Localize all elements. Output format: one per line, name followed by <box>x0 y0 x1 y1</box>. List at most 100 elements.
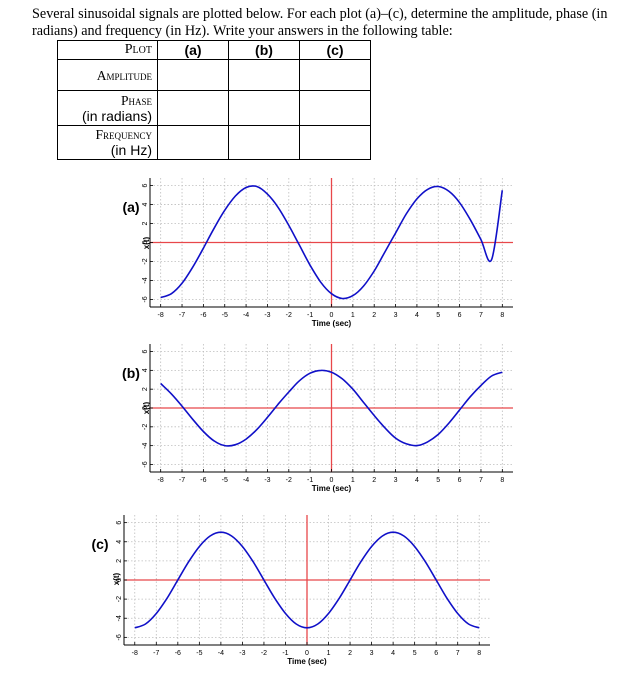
plot-b-x-tick-label: 4 <box>415 477 419 484</box>
plot-c-x-tick-label: 7 <box>456 650 460 657</box>
phase-row: Phase (in radians) <box>57 90 371 126</box>
plot-a-x-tick-label: 2 <box>372 312 376 319</box>
plot-c-x-tick-label: -6 <box>175 650 181 657</box>
plot-b-x-tick-label: -8 <box>158 477 164 484</box>
frequency-label: Frequency <box>95 127 152 142</box>
plot-c-signal-line <box>134 531 480 629</box>
plot-c-x-tick-label: -8 <box>132 650 138 657</box>
plot-c-y-tick-label: 0 <box>116 578 123 582</box>
plot-b-ylabel: x(t) <box>142 401 151 414</box>
answer-table: Plot (a) (b) (c) Amplitude Phase (in rad… <box>57 40 371 160</box>
plot-c-y-tick-label: 2 <box>116 559 123 563</box>
plot-c-xlabel: Time (sec) <box>287 657 327 666</box>
phase-label: Phase <box>120 92 152 108</box>
plot-c-y-tick-label: -6 <box>116 634 123 640</box>
plot-a-x-tick-label: 8 <box>500 312 504 319</box>
plot-a-y-tick-label: -6 <box>142 296 149 302</box>
plot-b-x-tick-label: -4 <box>243 477 249 484</box>
plot-b-x-tick-label: -3 <box>264 477 270 484</box>
plot-a-x-tick-label: -1 <box>307 312 313 319</box>
plot-b-x-tick-label: 8 <box>500 477 504 484</box>
plot-a-x-tick-label: 0 <box>330 312 334 319</box>
plot-b-x-tick-label: -6 <box>200 477 206 484</box>
plot-a-x-tick-label: 7 <box>479 312 483 319</box>
plot-b-xlabel: Time (sec) <box>312 484 352 493</box>
plot-a-signal-line <box>160 185 504 300</box>
plot-c-x-tick-label: 1 <box>327 650 331 657</box>
answer-cell-b-amplitude[interactable] <box>228 59 300 91</box>
plot-a-x-tick-label: -3 <box>264 312 270 319</box>
plot-b-x-tick-label: -7 <box>179 477 185 484</box>
plot-a-x-tick-label: -5 <box>222 312 228 319</box>
frequency-unit: (in Hz) <box>110 142 152 158</box>
plot-b-x-tick-label: 6 <box>458 477 462 484</box>
phase-label-cell: Phase (in radians) <box>57 90 158 126</box>
plot-b-x-tick-label: 7 <box>479 477 483 484</box>
plot-c-x-tick-label: 5 <box>413 650 417 657</box>
plot-c-x-tick-label: 8 <box>477 650 481 657</box>
plot-a-y-tick-label: 4 <box>142 203 149 207</box>
plot-c-x-tick-label: 6 <box>434 650 438 657</box>
plot-a-ylabel: x(t) <box>142 236 151 249</box>
answer-cell-b-frequency[interactable] <box>228 125 300 160</box>
plot-a-x-tick-label: -2 <box>286 312 292 319</box>
plot-c-ylabel: x(t) <box>112 572 121 585</box>
plot-a-panel-label: (a) <box>122 199 139 215</box>
plot-a-x-tick-label: 6 <box>458 312 462 319</box>
amplitude-label: Amplitude <box>96 67 152 83</box>
answer-cell-c-phase[interactable] <box>299 90 371 126</box>
plot-b-x-tick-label: 0 <box>330 477 334 484</box>
plot-c-x-tick-label: -4 <box>218 650 224 657</box>
answer-cell-c-frequency[interactable] <box>299 125 371 160</box>
plot-b-x-tick-label: -5 <box>222 477 228 484</box>
plot-b-y-tick-label: -4 <box>142 442 149 448</box>
plot-c-x-tick-label: -5 <box>196 650 202 657</box>
plot-a-x-tick-label: -8 <box>158 312 164 319</box>
plot-a-x-tick-label: 1 <box>351 312 355 319</box>
plot-b-x-tick-label: 1 <box>351 477 355 484</box>
frequency-label-cell: Frequency (in Hz) <box>57 125 158 160</box>
plot-a-x-tick-label: 4 <box>415 312 419 319</box>
plot-a-x-tick-label: 5 <box>436 312 440 319</box>
plot-c-y-tick-label: -2 <box>116 596 123 602</box>
plot-a-y-tick-label: 2 <box>142 221 149 225</box>
plot-b-y-tick-label: -2 <box>142 424 149 430</box>
plot-b-y-tick-label: 0 <box>142 406 149 410</box>
plot-a-x-tick-label: 3 <box>394 312 398 319</box>
plot-c-x-tick-label: -7 <box>153 650 159 657</box>
plot-a-y-tick-label: -4 <box>142 277 149 283</box>
plot-c-x-tick-label: 2 <box>348 650 352 657</box>
plot-a-x-tick-label: -7 <box>179 312 185 319</box>
plot-c-x-tick-label: 0 <box>305 650 309 657</box>
plot-b-x-tick-label: 5 <box>436 477 440 484</box>
plot-a-x-tick-label: -6 <box>200 312 206 319</box>
plot-b-x-tick-label: -1 <box>307 477 313 484</box>
problem-statement: Several sinusoidal signals are plotted b… <box>32 6 608 39</box>
answer-cell-c-amplitude[interactable] <box>299 59 371 91</box>
plot-c-x-tick-label: -3 <box>239 650 245 657</box>
plot-b-x-tick-label: 3 <box>394 477 398 484</box>
plot-b-x-tick-label: 2 <box>372 477 376 484</box>
plot-c-y-tick-label: 6 <box>116 521 123 525</box>
plot-b-signal-line <box>160 369 503 447</box>
plot-b-y-tick-label: 4 <box>142 368 149 372</box>
plot-c-y-tick-label: -4 <box>116 615 123 621</box>
plot-b-y-tick-label: -6 <box>142 461 149 467</box>
plot-a-xlabel: Time (sec) <box>312 319 352 328</box>
plot-a-y-tick-label: -2 <box>142 258 149 264</box>
plot-c-x-tick-label: -1 <box>282 650 288 657</box>
plot-c-x-tick-label: 4 <box>391 650 395 657</box>
answer-cell-a-frequency[interactable] <box>157 125 229 160</box>
plot-a-x-tick-label: -4 <box>243 312 249 319</box>
frequency-row: Frequency (in Hz) <box>57 125 371 160</box>
plot-c-panel-label: (c) <box>91 536 108 552</box>
plot-a-y-tick-label: 6 <box>142 184 149 188</box>
plot-c-x-tick-label: -2 <box>261 650 267 657</box>
plot-b-x-tick-label: -2 <box>286 477 292 484</box>
phase-unit: (in radians) <box>81 107 152 124</box>
plot-b-panel-label: (b) <box>122 365 140 381</box>
plot-c-y-tick-label: 4 <box>116 540 123 544</box>
plot-a-y-tick-label: 0 <box>142 240 149 244</box>
plot-c-x-tick-label: 3 <box>370 650 374 657</box>
